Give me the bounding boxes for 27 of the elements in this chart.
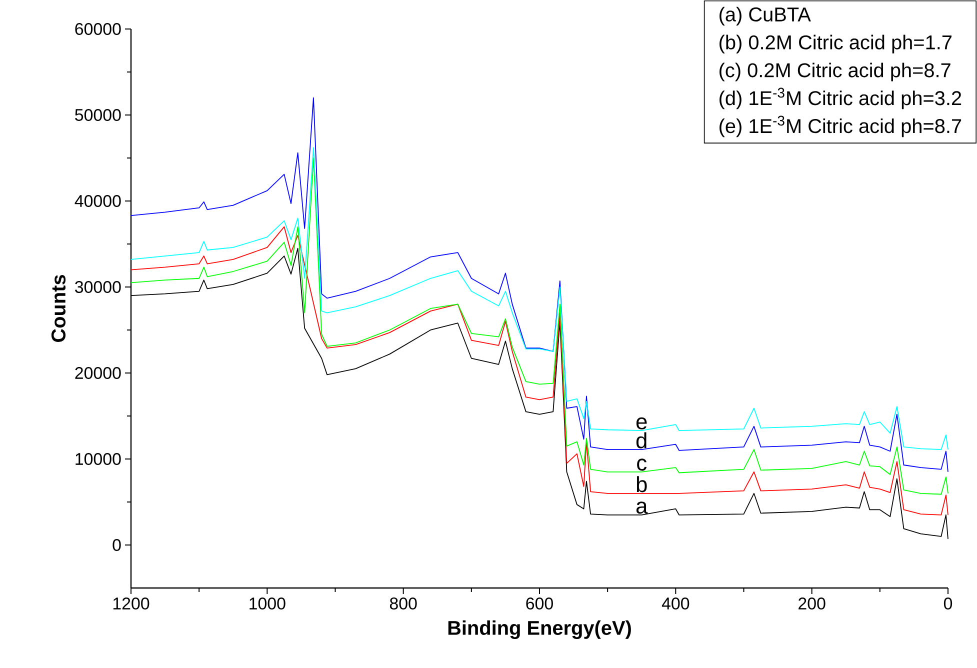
y-tick-label: 0 <box>112 538 121 551</box>
y-tick-label: 10000 <box>76 452 121 465</box>
line-series <box>130 158 948 495</box>
y-tick-label: 20000 <box>75 366 121 379</box>
y-tick-label: 50000 <box>75 108 121 121</box>
y-tick-label: 30000 <box>75 280 121 293</box>
y-axis-title: Counts <box>51 274 66 342</box>
x-tick-label: 200 <box>798 598 826 610</box>
series-label: d <box>636 432 646 448</box>
y-tick-label: 40000 <box>74 194 121 207</box>
x-tick-label: 800 <box>390 598 417 610</box>
series-label: b <box>636 476 647 492</box>
series-label: e <box>636 417 647 430</box>
y-tick-label: 60000 <box>75 22 121 35</box>
x-tick-label: 1000 <box>250 598 286 610</box>
series-label: a <box>636 502 648 514</box>
annotation: (e) 1E$^{-3}$M Citric acid ph=8.7 <box>720 116 962 138</box>
annotation: (d) 1E$^{-3}$M Citric acid ph=3.2 <box>720 88 962 110</box>
text: (a) CuBTA <box>720 6 811 26</box>
x-axis-title: Binding Energy(eV) <box>448 620 631 639</box>
annotation: (b) 0.2M Citric acid ph=1.7 <box>720 34 952 54</box>
x-tick-label: 400 <box>662 598 690 610</box>
x-tick-label: 0 <box>944 598 952 610</box>
x-tick-label: 1200 <box>113 598 150 610</box>
series-label: c <box>637 458 647 471</box>
annotation: (c) 0.2M Citric acid ph=8.7 <box>720 62 950 82</box>
x-tick-label: 600 <box>526 598 553 610</box>
